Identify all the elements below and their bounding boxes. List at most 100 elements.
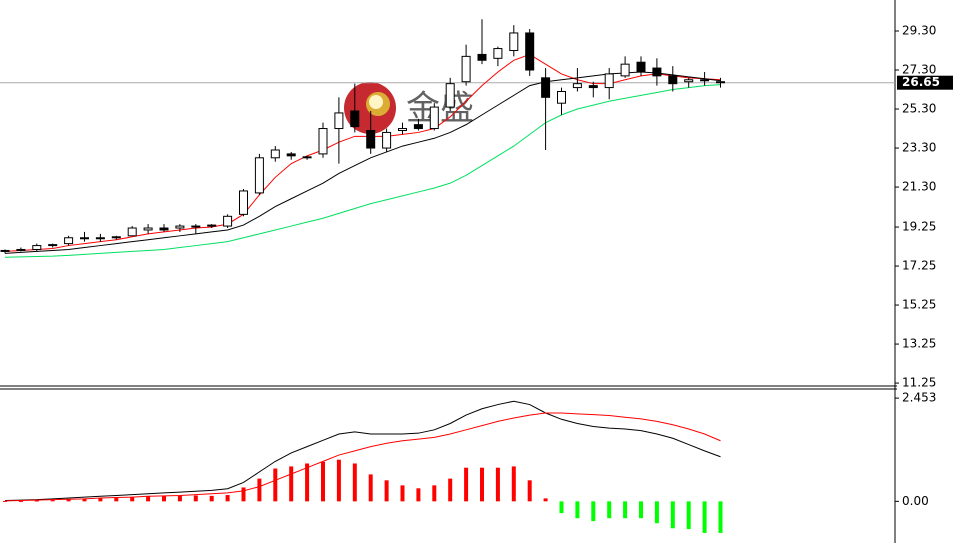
macd-bar xyxy=(289,466,294,502)
macd-bar xyxy=(416,488,421,502)
macd-bar xyxy=(225,495,230,502)
macd-bar xyxy=(654,501,659,524)
candle-body xyxy=(398,128,407,131)
candle-body xyxy=(270,149,280,159)
macd-bar xyxy=(527,480,532,502)
macd-bar xyxy=(623,501,628,519)
macd-bar xyxy=(305,463,310,502)
macd-bar xyxy=(241,487,246,502)
candle-body xyxy=(445,83,455,108)
macd-bar xyxy=(34,500,39,502)
candle-body xyxy=(159,227,169,231)
macd-bar xyxy=(98,497,103,502)
candle-body xyxy=(668,75,678,85)
candle-body xyxy=(111,236,121,239)
candle-body xyxy=(382,131,392,149)
last-price-label: 26.65 xyxy=(902,75,940,89)
macd-bar xyxy=(480,467,484,502)
macd-bar xyxy=(702,501,707,533)
macd-bar xyxy=(670,501,675,529)
candle-body xyxy=(604,73,614,89)
macd-bar xyxy=(495,467,500,502)
macd-bar xyxy=(82,498,87,502)
candle-body xyxy=(239,190,248,215)
macd-bar xyxy=(193,495,198,502)
candle-body xyxy=(572,83,582,89)
y-tick-label: 27.30 xyxy=(902,63,936,77)
candle-body xyxy=(684,79,694,83)
macd-bar xyxy=(511,466,516,502)
indicator-line xyxy=(4,53,721,252)
macd-bar xyxy=(18,500,23,502)
candle-body xyxy=(366,129,376,149)
candle-body xyxy=(286,153,296,157)
candle-body xyxy=(493,48,503,59)
y-tick-label: 2.453 xyxy=(902,391,936,405)
candle-body xyxy=(318,128,328,155)
macd-bar xyxy=(432,485,437,502)
macd-bar xyxy=(352,463,357,502)
macd-bar xyxy=(50,500,55,502)
candle-body xyxy=(48,244,58,247)
y-tick-label: 15.25 xyxy=(902,298,936,312)
y-tick-label: 11.25 xyxy=(902,376,936,390)
candle-body xyxy=(0,249,10,252)
candle-body xyxy=(175,225,185,229)
macd-bar xyxy=(321,461,325,502)
macd-bar xyxy=(559,501,564,514)
candle-body xyxy=(620,63,630,77)
candle-body xyxy=(191,225,201,228)
macd-bar xyxy=(718,501,723,533)
macd-bar xyxy=(368,474,373,502)
macd-bar xyxy=(66,499,71,502)
candle-body xyxy=(588,85,598,89)
macd-bar xyxy=(273,468,278,502)
last-price-box xyxy=(897,75,953,90)
macd-bar xyxy=(400,485,405,502)
macd-bar xyxy=(607,501,612,519)
macd-bar xyxy=(114,497,119,502)
macd-bar xyxy=(639,501,643,519)
candle-body xyxy=(95,237,105,240)
indicator-line xyxy=(4,412,721,502)
macd-bar xyxy=(257,478,262,502)
logo xyxy=(369,95,383,109)
candle-body xyxy=(16,248,26,251)
candle-body xyxy=(429,106,439,130)
y-tick-label: 17.25 xyxy=(902,259,936,273)
macd-bar xyxy=(209,495,214,502)
y-tick-label: 23.30 xyxy=(902,141,936,155)
candle-body xyxy=(557,90,566,104)
candle-body xyxy=(350,110,360,128)
y-tick-label: 25.30 xyxy=(902,102,936,116)
y-tick-label: 19.25 xyxy=(902,220,936,234)
watermark-text: 金盛 xyxy=(406,89,474,129)
candle-body xyxy=(700,79,710,82)
macd-bar xyxy=(336,459,341,502)
candle-body xyxy=(223,215,233,227)
candle-body xyxy=(207,224,217,227)
macd-bar xyxy=(384,480,389,502)
y-tick-label: 13.25 xyxy=(902,337,936,351)
candle-body xyxy=(80,237,89,240)
indicator-line xyxy=(4,400,721,502)
macd-bar xyxy=(130,496,135,502)
candle-body xyxy=(254,157,264,194)
macd-bar xyxy=(146,496,151,502)
candle-body xyxy=(541,77,551,98)
macd-bar xyxy=(543,498,548,502)
candle-body xyxy=(461,55,471,83)
candle-body xyxy=(525,32,535,71)
candle-body xyxy=(652,67,662,77)
candle-body xyxy=(334,112,344,130)
macd-bar xyxy=(448,478,453,502)
candle-body xyxy=(413,124,423,130)
indicator-line xyxy=(4,71,721,254)
candle-body xyxy=(127,227,137,237)
candle-body xyxy=(636,61,646,73)
candle-body xyxy=(716,81,725,84)
candle-body xyxy=(32,245,42,250)
macd-bar xyxy=(162,495,166,502)
y-tick-label: 29.30 xyxy=(902,24,936,38)
